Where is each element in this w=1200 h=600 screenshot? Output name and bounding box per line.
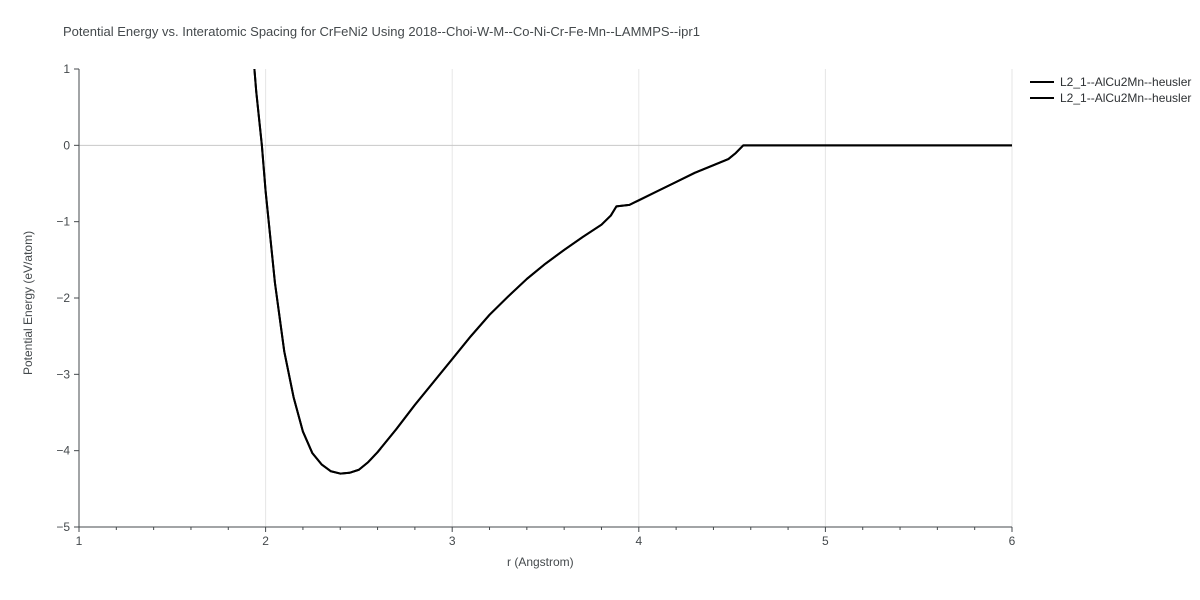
series-line-1 bbox=[253, 46, 1012, 473]
legend-swatch-0 bbox=[1030, 81, 1054, 83]
legend-item-1[interactable]: L2_1--AlCu2Mn--heusler bbox=[1030, 91, 1191, 105]
x-tick-label: 3 bbox=[449, 534, 456, 548]
chart-plot: 1 2 3 4 5 6 −5 −4 −3 −2 −1 0 1 bbox=[0, 0, 1200, 600]
legend-swatch-1 bbox=[1030, 97, 1054, 99]
legend-label-1: L2_1--AlCu2Mn--heusler bbox=[1060, 91, 1191, 105]
series-line-0 bbox=[253, 46, 1012, 473]
legend-item-0[interactable]: L2_1--AlCu2Mn--heusler bbox=[1030, 75, 1191, 89]
y-tick-label: 1 bbox=[63, 62, 70, 76]
y-tick-label: −5 bbox=[56, 520, 70, 534]
x-tick-label: 2 bbox=[262, 534, 269, 548]
y-tick-label: −3 bbox=[56, 367, 70, 381]
x-tick-label: 4 bbox=[635, 534, 642, 548]
y-tick-label: −4 bbox=[56, 444, 70, 458]
x-tick-label: 1 bbox=[76, 534, 83, 548]
y-tick-label: −1 bbox=[56, 215, 70, 229]
legend-label-0: L2_1--AlCu2Mn--heusler bbox=[1060, 75, 1191, 89]
x-tick-label: 6 bbox=[1009, 534, 1016, 548]
y-tick-label: 0 bbox=[63, 138, 70, 152]
y-tick-label: −2 bbox=[56, 291, 70, 305]
x-tick-label: 5 bbox=[822, 534, 829, 548]
